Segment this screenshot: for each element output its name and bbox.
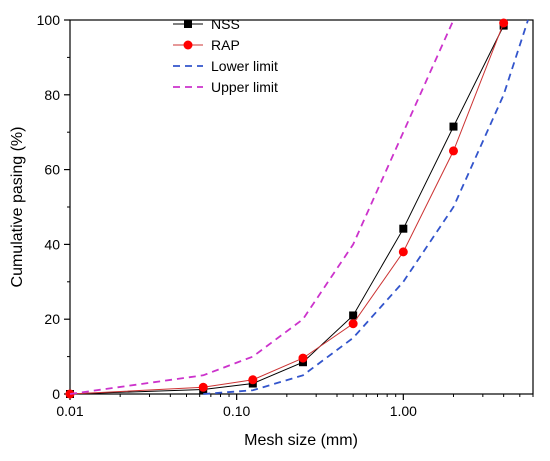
data-point-rap (499, 18, 509, 28)
series-rap (65, 18, 509, 399)
y-tick-label: 40 (44, 236, 60, 252)
series-lower-limit (203, 19, 529, 395)
plot-frame (69, 19, 534, 395)
legend-label-nss: NSS (211, 16, 240, 32)
legend-marker-nss (184, 20, 192, 28)
x-tick-label: 0.01 (56, 403, 83, 419)
data-point-nss (399, 224, 408, 233)
y-tick-label: 100 (37, 12, 61, 28)
data-point-rap (298, 353, 308, 363)
legend-marker-rap (183, 40, 193, 50)
y-axis-ticks: 0 20 40 60 80 100 (37, 12, 70, 402)
y-tick-label: 20 (44, 311, 60, 327)
data-point-nss (449, 122, 458, 131)
data-point-rap (448, 146, 458, 156)
data-point-rap (248, 375, 258, 385)
data-point-nss (349, 311, 358, 320)
x-axis-ticks: 0.01 0.10 1.00 (56, 394, 534, 419)
legend-item-lower-limit: Lower limit (173, 58, 278, 74)
x-tick-label: 0.10 (223, 403, 250, 419)
x-axis-title: Mesh size (mm) (244, 432, 358, 449)
legend-item-upper-limit: Upper limit (173, 79, 278, 95)
legend-item-rap: RAP (173, 37, 240, 53)
legend-item-nss: NSS (173, 16, 240, 32)
legend-label-upper-limit: Upper limit (211, 79, 278, 95)
data-point-rap (398, 247, 408, 257)
y-axis-title: Cumulative pasing (%) (9, 127, 26, 288)
y-tick-label: 60 (44, 162, 60, 178)
legend-label-lower-limit: Lower limit (211, 58, 278, 74)
series-nss (66, 21, 508, 398)
series-line-nss (69, 25, 505, 395)
series-line-lower-limit (203, 19, 529, 395)
legend-label-rap: RAP (211, 37, 240, 53)
series-upper-limit (69, 19, 455, 395)
data-point-rap (198, 382, 208, 392)
y-tick-label: 80 (44, 87, 60, 103)
x-tick-label: 1.00 (390, 403, 417, 419)
series-line-rap (69, 22, 505, 395)
series-layer (65, 18, 529, 399)
data-point-rap (348, 319, 358, 329)
legend: NSS RAP Lower limit Upper limit (173, 16, 278, 95)
series-line-upper-limit (69, 19, 455, 395)
y-tick-label: 0 (52, 386, 60, 402)
